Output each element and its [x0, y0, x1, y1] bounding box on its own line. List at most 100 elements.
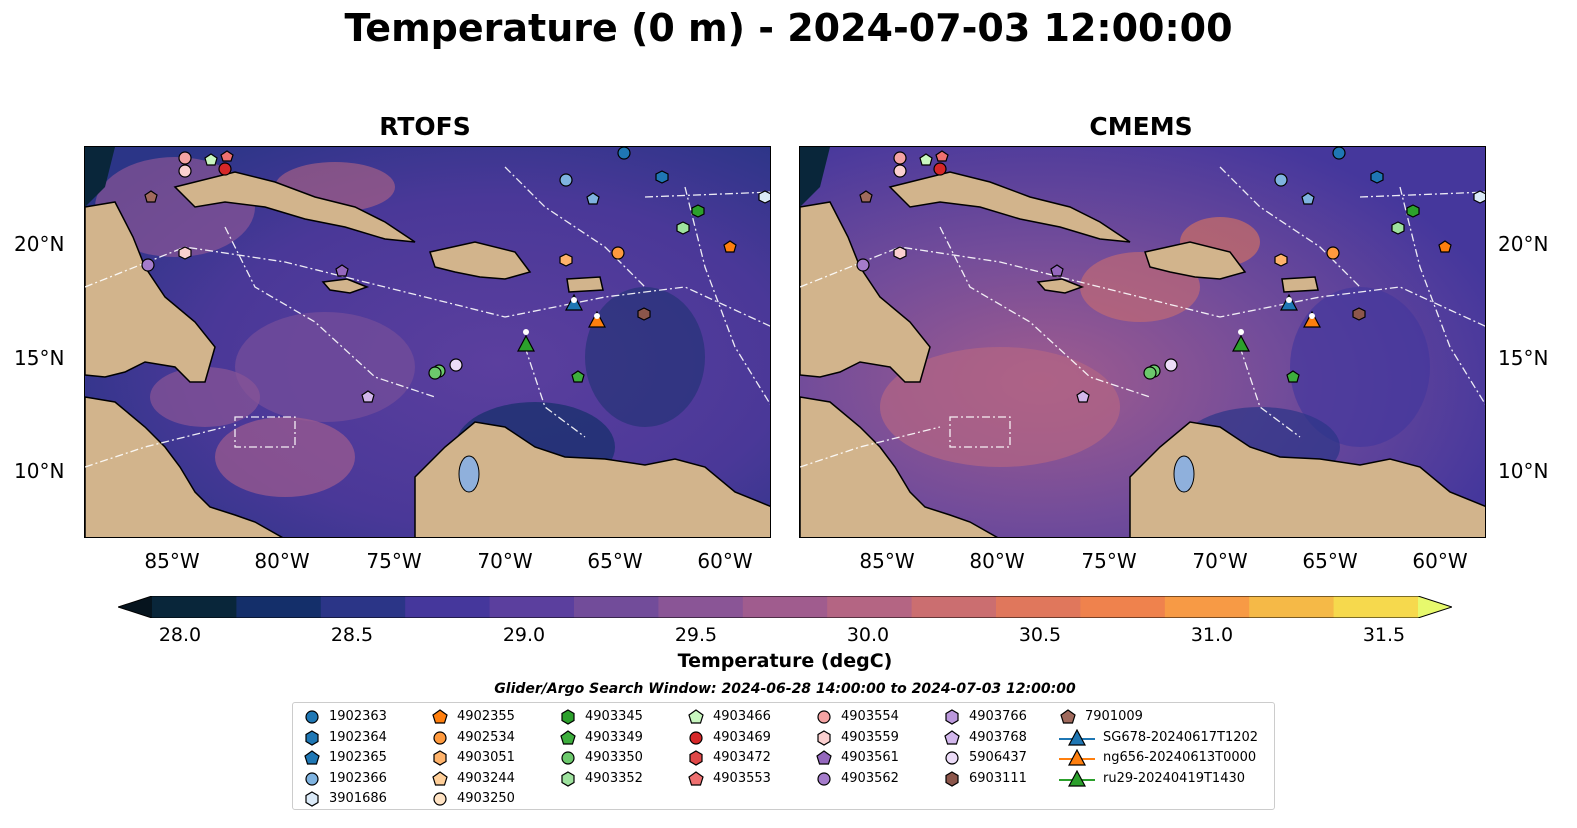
legend-marker-circle-icon — [433, 730, 447, 745]
colorbar-segment — [1164, 596, 1250, 618]
colorbar-segment — [1080, 596, 1166, 618]
legend-item-label: 4903553 — [713, 770, 771, 786]
legend-item-label: 4903554 — [841, 709, 899, 724]
legend-marker-circle-icon — [305, 710, 319, 724]
lat-label-15n-left: 15°N — [14, 346, 65, 370]
colorbar-segment — [320, 596, 406, 618]
legend-item-label: 4903561 — [841, 750, 899, 765]
legend-item: 4903553 — [687, 769, 771, 789]
legend-item-label: 4903352 — [585, 770, 643, 786]
legend-item-label: 3901686 — [329, 791, 387, 806]
legend-item: 5906437 — [943, 748, 1027, 768]
colorbar-tick-31-5: 31.5 — [1362, 624, 1406, 646]
legend-marker-circle-icon — [305, 771, 319, 786]
legend-marker-hexagon-icon — [433, 750, 447, 766]
legend-item-label: 4903472 — [713, 750, 771, 765]
legend-marker-circle-icon — [561, 751, 575, 765]
legend-item-label: 5906437 — [969, 750, 1027, 765]
colorbar-tick-28-5: 28.5 — [330, 624, 374, 646]
colorbar-segment — [152, 596, 237, 618]
legend-item: 4903051 — [431, 748, 515, 768]
colorbar-tick-29-5: 29.5 — [674, 624, 718, 646]
legend-item: 1902363 — [303, 707, 387, 727]
legend-marker-hexagon-icon — [305, 729, 319, 746]
colorbar-segment — [574, 596, 659, 618]
legend-marker-circle-icon — [433, 792, 447, 806]
lon-label-70w-left: 70°W — [477, 549, 533, 573]
legend-item: 3901686 — [303, 789, 387, 809]
legend-item-label: 4903250 — [457, 791, 515, 806]
lon-label-75w-left: 75°W — [366, 549, 422, 573]
colorbar-segment — [827, 596, 913, 618]
lon-label-80w-right: 80°W — [969, 549, 1025, 573]
colorbar-over-extension — [1418, 596, 1452, 618]
map-cmems-canvas — [800, 147, 1485, 537]
legend-item-label: 4903768 — [969, 729, 1027, 745]
lon-label-60w-left: 60°W — [697, 549, 753, 573]
panel-title-rtofs: RTOFS — [379, 112, 471, 141]
legend-item: 7901009 — [1059, 707, 1143, 727]
legend-item: 4903244 — [431, 769, 515, 789]
legend-item-label: 4902534 — [457, 729, 515, 745]
legend-item-label: 4903559 — [841, 729, 899, 745]
legend-item: 4903345 — [559, 707, 643, 727]
lon-label-65w-left: 65°W — [587, 549, 643, 573]
legend-item: 4903350 — [559, 748, 643, 768]
colorbar-segment — [742, 596, 828, 618]
legend-marker-hexagon-icon — [561, 709, 575, 725]
legend-item: 4903562 — [815, 769, 899, 789]
legend-marker-triangle-icon — [1059, 728, 1095, 746]
colorbar-segment — [1249, 596, 1335, 618]
legend-item: 4903349 — [559, 728, 643, 748]
legend-item: 4903766 — [943, 707, 1027, 727]
legend-marker-circle-icon — [817, 710, 831, 724]
legend-item-label: 4903051 — [457, 750, 515, 765]
legend-item: 4903466 — [687, 707, 771, 727]
lon-label-80w-left: 80°W — [254, 549, 310, 573]
legend-marker-pentagon-icon — [432, 709, 448, 724]
legend-item-label: ru29-20240419T1430 — [1103, 770, 1246, 786]
legend-item-label: 7901009 — [1085, 709, 1143, 724]
legend-marker-hexagon-icon — [305, 791, 319, 807]
legend-item-label: 4903766 — [969, 709, 1027, 724]
lon-label-85w-left: 85°W — [144, 549, 200, 573]
legend-marker-triangle-icon — [1059, 749, 1095, 766]
legend: 1902363 1902364 1902365 1902366 3901686 49023… — [292, 702, 1275, 810]
colorbar-segment — [1333, 596, 1419, 618]
map-rtofs-canvas — [85, 147, 770, 537]
legend-item-label: 4902355 — [457, 709, 515, 724]
legend-item-label: 1902365 — [329, 750, 387, 765]
colorbar-bar — [116, 595, 1454, 619]
legend-item-label: 4903345 — [585, 709, 643, 724]
legend-item-label: 4903244 — [457, 770, 515, 786]
lon-label-85w-right: 85°W — [859, 549, 915, 573]
legend-item-label: 1902364 — [329, 729, 387, 745]
legend-item-label: SG678-20240617T1202 — [1103, 729, 1259, 745]
lat-label-20n-right: 20°N — [1498, 232, 1549, 256]
lat-label-15n-right: 15°N — [1498, 346, 1549, 370]
colorbar — [116, 595, 1454, 619]
colorbar-tick-30-0: 30.0 — [846, 624, 890, 646]
colorbar-tick-30-5: 30.5 — [1018, 624, 1062, 646]
colorbar-tick-31-0: 31.0 — [1190, 624, 1234, 646]
legend-marker-pentagon-icon — [688, 770, 704, 786]
legend-item-label: 4903562 — [841, 770, 899, 786]
legend-item: 4903469 — [687, 728, 771, 748]
legend-marker-pentagon-icon — [816, 750, 832, 765]
legend-item: 4903768 — [943, 728, 1027, 748]
legend-marker-circle-icon — [689, 730, 703, 745]
legend-item: 1902366 — [303, 769, 387, 789]
colorbar-segment — [405, 596, 491, 618]
legend-marker-circle-icon — [817, 771, 831, 786]
legend-item-label: 4903466 — [713, 709, 771, 724]
legend-item-label: 1902366 — [329, 770, 387, 786]
legend-item: 6903111 — [943, 769, 1027, 789]
legend-item-label: 6903111 — [969, 770, 1027, 786]
legend-item: 1902365 — [303, 748, 387, 768]
legend-item: 4903559 — [815, 728, 899, 748]
lon-label-75w-right: 75°W — [1081, 549, 1137, 573]
legend-item: 4903352 — [559, 769, 643, 789]
lat-label-10n-right: 10°N — [1498, 459, 1549, 483]
legend-marker-hexagon-icon — [945, 770, 959, 787]
legend-item: SG678-20240617T1202 — [1059, 728, 1258, 748]
